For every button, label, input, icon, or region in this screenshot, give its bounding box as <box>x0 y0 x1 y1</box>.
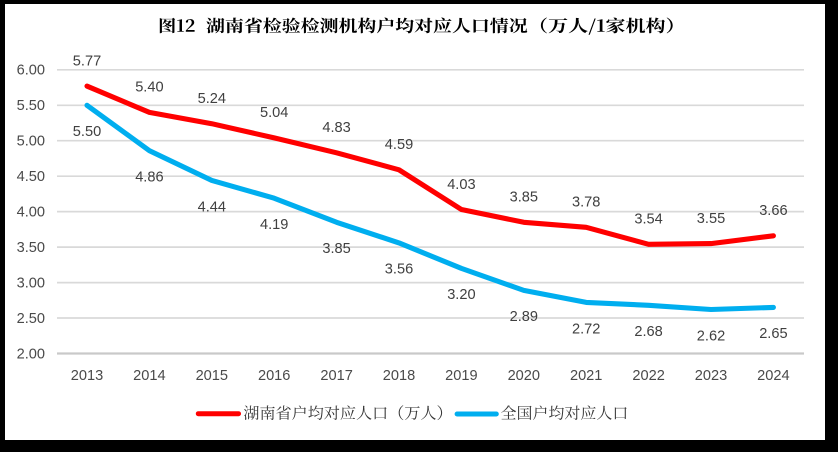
svg-text:2.68: 2.68 <box>634 324 662 340</box>
svg-text:5.40: 5.40 <box>135 80 163 96</box>
svg-text:2.65: 2.65 <box>759 326 787 342</box>
svg-text:2015: 2015 <box>196 368 228 384</box>
svg-text:2.50: 2.50 <box>17 311 45 327</box>
svg-text:3.85: 3.85 <box>510 190 538 206</box>
svg-text:2014: 2014 <box>133 368 165 384</box>
svg-text:2.00: 2.00 <box>17 346 45 362</box>
svg-text:2019: 2019 <box>445 368 477 384</box>
svg-text:2017: 2017 <box>320 368 352 384</box>
svg-text:3.54: 3.54 <box>634 212 662 228</box>
svg-text:2023: 2023 <box>695 368 727 384</box>
svg-text:5.04: 5.04 <box>260 105 288 121</box>
svg-text:3.20: 3.20 <box>447 287 475 303</box>
svg-text:3.56: 3.56 <box>385 262 413 278</box>
svg-text:4.86: 4.86 <box>135 170 163 186</box>
svg-text:6.00: 6.00 <box>17 63 45 79</box>
svg-text:5.00: 5.00 <box>17 134 45 150</box>
svg-text:5.50: 5.50 <box>17 98 45 114</box>
svg-text:2021: 2021 <box>570 368 602 384</box>
svg-text:4.03: 4.03 <box>447 177 475 193</box>
svg-text:3.66: 3.66 <box>759 203 787 219</box>
svg-text:2020: 2020 <box>508 368 540 384</box>
svg-text:4.50: 4.50 <box>17 169 45 185</box>
svg-text:2.72: 2.72 <box>572 321 600 337</box>
svg-text:4.59: 4.59 <box>385 137 413 153</box>
svg-text:2.89: 2.89 <box>510 309 538 325</box>
svg-text:3.55: 3.55 <box>697 211 725 227</box>
svg-text:3.78: 3.78 <box>572 195 600 211</box>
svg-text:2024: 2024 <box>757 368 789 384</box>
svg-text:2013: 2013 <box>71 368 103 384</box>
svg-text:4.83: 4.83 <box>322 120 350 136</box>
svg-text:4.00: 4.00 <box>17 204 45 220</box>
svg-text:2016: 2016 <box>258 368 290 384</box>
svg-text:4.44: 4.44 <box>198 199 226 215</box>
svg-text:2.62: 2.62 <box>697 328 725 344</box>
svg-text:5.50: 5.50 <box>73 124 101 140</box>
svg-text:3.85: 3.85 <box>322 241 350 257</box>
svg-text:5.77: 5.77 <box>73 53 101 69</box>
svg-text:3.00: 3.00 <box>17 275 45 291</box>
svg-text:5.24: 5.24 <box>198 91 226 107</box>
svg-text:4.19: 4.19 <box>260 217 288 233</box>
svg-text:2022: 2022 <box>632 368 664 384</box>
svg-text:3.50: 3.50 <box>17 240 45 256</box>
svg-text:2018: 2018 <box>383 368 415 384</box>
